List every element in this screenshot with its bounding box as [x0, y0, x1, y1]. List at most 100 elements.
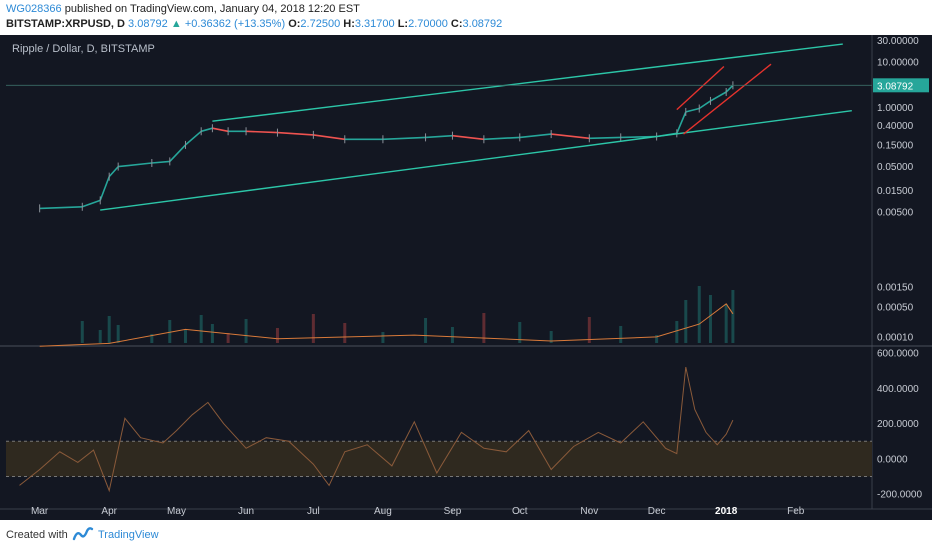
oscillator-axis-tick-label: 200.0000: [877, 419, 919, 430]
x-axis-tick-label: Feb: [787, 506, 805, 517]
volume-bar: [116, 325, 120, 343]
price-segment: [382, 136, 426, 141]
x-axis-tick-label: Mar: [31, 506, 49, 517]
volume-bar: [168, 320, 172, 343]
close-label: C:: [450, 18, 463, 30]
price-segment: [452, 134, 484, 141]
price-segment: [676, 111, 687, 134]
price-axis-tick-label: 0.00010: [877, 332, 914, 343]
volume-bar: [244, 319, 248, 343]
oscillator-band-fill: [6, 441, 872, 477]
low-label: L:: [397, 18, 409, 30]
tradingview-logo-icon[interactable]: [72, 526, 94, 542]
volume-bar: [80, 321, 84, 343]
close-value: 3.08792: [462, 18, 503, 30]
x-axis-tick-label: Jul: [307, 506, 320, 517]
volume-bar: [724, 304, 728, 343]
price-segment: [108, 166, 119, 178]
price-segment: [99, 176, 110, 201]
volume-bar: [549, 331, 553, 343]
volume-bar: [98, 330, 102, 343]
price-segment: [551, 133, 590, 140]
price-segment: [169, 144, 187, 162]
x-axis-tick-label: Aug: [374, 506, 392, 517]
open-label: O:: [288, 18, 301, 30]
x-axis-tick-label: Apr: [101, 506, 117, 517]
price-segment: [685, 107, 700, 113]
price-axis-tick-label: 0.15000: [877, 140, 914, 151]
volume-bar: [424, 318, 428, 343]
price-segment: [698, 100, 711, 110]
volume-bar: [675, 321, 679, 343]
high-value: 3.31700: [354, 18, 395, 30]
price-segment: [118, 162, 152, 168]
volume-bar: [199, 315, 203, 343]
price-segment: [725, 84, 734, 93]
volume-bar: [518, 322, 522, 343]
price-axis-tick-label: 0.00050: [877, 303, 914, 314]
trend-line: [212, 43, 843, 122]
volume-bar: [697, 286, 701, 343]
created-with-text: Created with: [6, 529, 68, 541]
x-axis-tick-label: May: [167, 506, 186, 517]
open-value: 2.72500: [300, 18, 341, 30]
low-value: 2.70000: [408, 18, 448, 30]
tradingview-brand-link[interactable]: TradingView: [98, 529, 159, 541]
oscillator-axis-tick-label: 0.0000: [877, 454, 908, 465]
oscillator-axis-tick-label: -200.0000: [877, 490, 922, 501]
volume-bar: [275, 328, 279, 343]
volume-bar: [107, 316, 111, 343]
volume-bar: [210, 324, 214, 343]
author-link[interactable]: WG028366: [6, 3, 62, 15]
last-price: 3.08792: [128, 18, 168, 30]
last-price-badge: [873, 78, 929, 93]
price-change: +0.36362 (+13.35%): [184, 18, 286, 30]
x-axis-tick-label: Dec: [648, 506, 666, 517]
price-segment: [710, 91, 727, 102]
last-price-badge-label: 3.08792: [877, 81, 914, 92]
up-arrow-icon: ▲: [170, 18, 182, 30]
volume-bar: [587, 317, 591, 343]
x-axis-tick-label: 2018: [715, 506, 738, 517]
price-segment: [212, 127, 229, 133]
volume-bar: [619, 326, 623, 343]
price-segment: [277, 131, 314, 136]
volume-bar: [183, 329, 187, 343]
oscillator-axis-tick-label: 600.0000: [877, 349, 919, 360]
price-segment: [519, 133, 552, 139]
high-label: H:: [343, 18, 355, 30]
footer: Created with TradingView: [0, 520, 932, 550]
price-axis-tick-label: 0.40000: [877, 121, 914, 132]
volume-bar: [381, 332, 385, 343]
trend-line: [100, 110, 852, 211]
symbol-label: BITSTAMP:XRPUSD, D: [6, 18, 125, 30]
publish-text: published on TradingView.com, January 04…: [64, 3, 360, 15]
volume-bar: [450, 327, 454, 343]
chart-title: Ripple / Dollar, D, BITSTAMP: [12, 43, 155, 55]
price-segment: [589, 136, 621, 140]
price-segment: [483, 136, 520, 141]
volume-bar: [482, 313, 486, 343]
price-axis-tick-label: 10.00000: [877, 58, 919, 69]
oscillator-axis-tick-label: 400.0000: [877, 384, 919, 395]
chart-area[interactable]: Ripple / Dollar, D, BITSTAMP 3.08792 30.0…: [0, 35, 932, 520]
volume-bar: [226, 333, 230, 343]
volume-bar: [311, 314, 315, 343]
price-axis-tick-label: 0.01500: [877, 186, 914, 197]
trend-line: [683, 63, 772, 135]
price-scale-background: [872, 35, 932, 520]
chart-svg[interactable]: 3.08792 30.00000 10.00000 1.00000 0.40000 0.1…: [0, 35, 932, 520]
x-axis-tick-label: Oct: [512, 506, 528, 517]
price-segment: [200, 127, 213, 133]
price-segment: [184, 130, 202, 146]
price-segment: [246, 130, 278, 134]
volume-bar: [655, 335, 659, 343]
volume-bar: [731, 290, 735, 343]
price-axis-tick-label: 0.00500: [877, 207, 914, 218]
volume-bar: [343, 323, 347, 343]
trend-line: [676, 65, 725, 111]
x-axis-tick-label: Sep: [444, 506, 462, 517]
volume-bar: [684, 300, 688, 343]
publication-header: WG028366 published on TradingView.com, J…: [0, 0, 932, 35]
volume-bar: [150, 334, 154, 343]
